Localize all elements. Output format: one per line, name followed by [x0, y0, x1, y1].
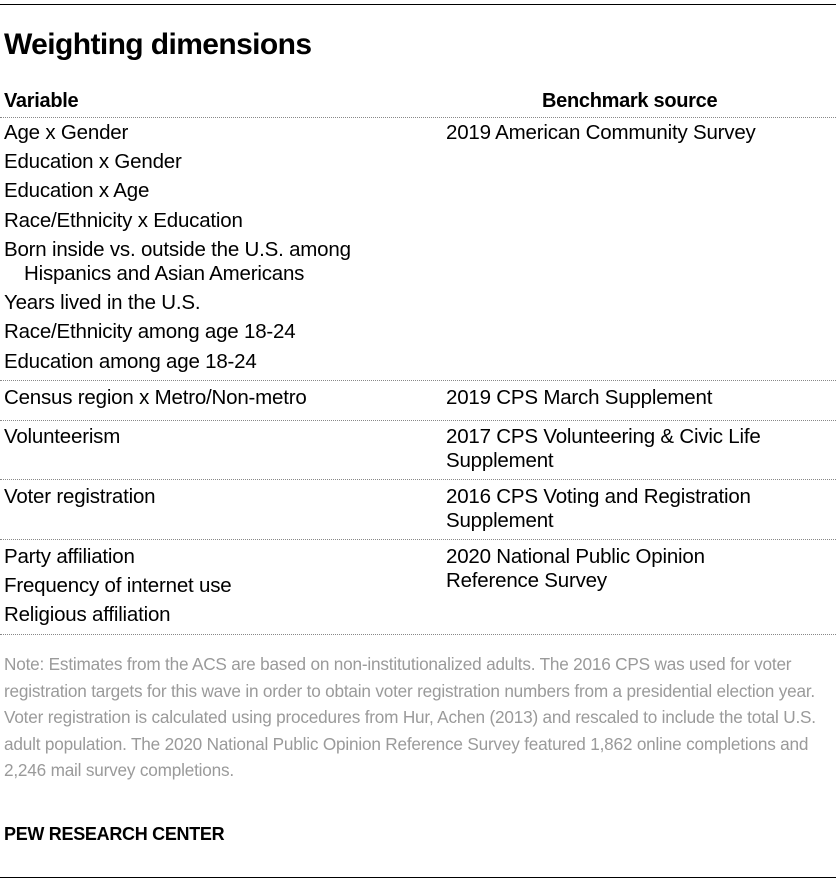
top-rule [0, 4, 836, 5]
source-cell-continuation: Supplement [446, 449, 554, 472]
source-credit: PEW RESEARCH CENTER [4, 824, 225, 844]
row-divider [0, 479, 836, 480]
variable-cell: Age x Gender [4, 121, 129, 144]
variable-cell-continuation: Hispanics and Asian Americans [24, 262, 305, 285]
table-bottom-divider [0, 634, 836, 635]
source-cell: 2019 CPS March Supplement [446, 386, 713, 409]
header-benchmark-source: Benchmark source [542, 90, 718, 112]
variable-cell: Religious affiliation [4, 603, 171, 626]
source-cell-continuation: Supplement [446, 509, 554, 532]
bottom-rule [0, 877, 836, 878]
source-cell: 2016 CPS Voting and Registration [446, 485, 751, 508]
page-title: Weighting dimensions [4, 28, 312, 61]
row-divider [0, 380, 836, 381]
source-cell: 2020 National Public Opinion [446, 545, 705, 568]
variable-cell: Education x Gender [4, 150, 182, 173]
source-cell-continuation: Reference Survey [446, 569, 607, 592]
note-text: Note: Estimates from the ACS are based o… [4, 654, 816, 781]
row-divider [0, 420, 836, 421]
variable-cell: Born inside vs. outside the U.S. among [4, 238, 351, 261]
variable-cell: Years lived in the U.S. [4, 291, 201, 314]
variable-cell: Education x Age [4, 179, 150, 202]
variable-cell: Race/Ethnicity among age 18-24 [4, 320, 296, 343]
source-cell: 2017 CPS Volunteering & Civic Life [446, 425, 761, 448]
variable-cell: Voter registration [4, 485, 156, 508]
header-variable: Variable [4, 90, 79, 112]
variable-cell: Education among age 18-24 [4, 350, 257, 373]
source-cell: 2019 American Community Survey [446, 121, 756, 144]
variable-cell: Frequency of internet use [4, 574, 232, 597]
variable-cell: Volunteerism [4, 425, 121, 448]
variable-cell: Census region x Metro/Non-metro [4, 386, 307, 409]
header-divider [0, 117, 836, 118]
variable-cell: Race/Ethnicity x Education [4, 209, 243, 232]
variable-cell: Party affiliation [4, 545, 135, 568]
row-divider [0, 539, 836, 540]
